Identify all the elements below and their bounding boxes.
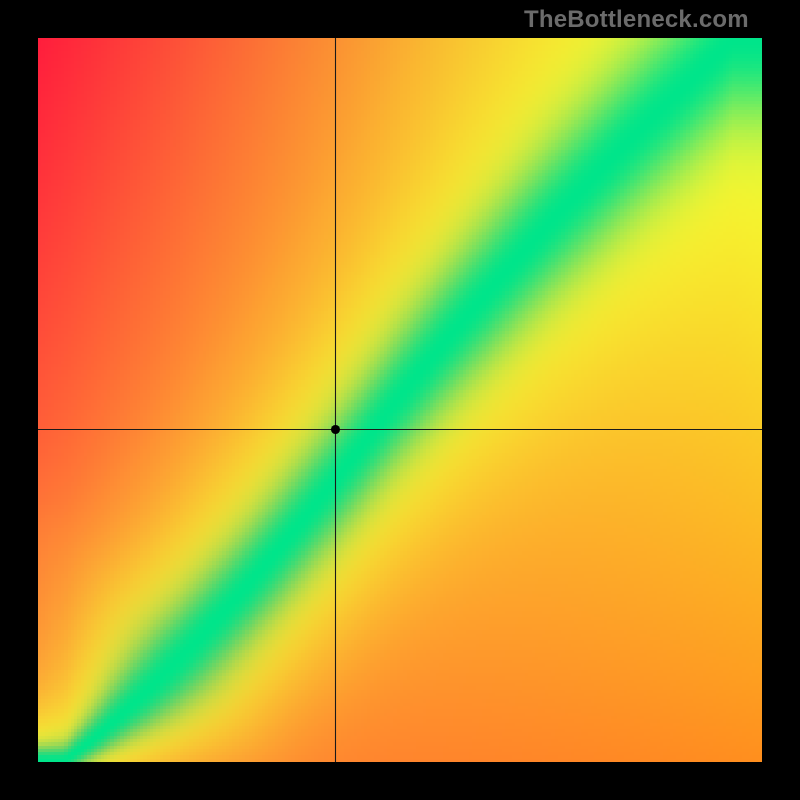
watermark-text: TheBottleneck.com [524,6,749,34]
chart-stage: TheBottleneck.com [0,0,800,800]
bottleneck-heatmap-canvas [38,38,762,762]
